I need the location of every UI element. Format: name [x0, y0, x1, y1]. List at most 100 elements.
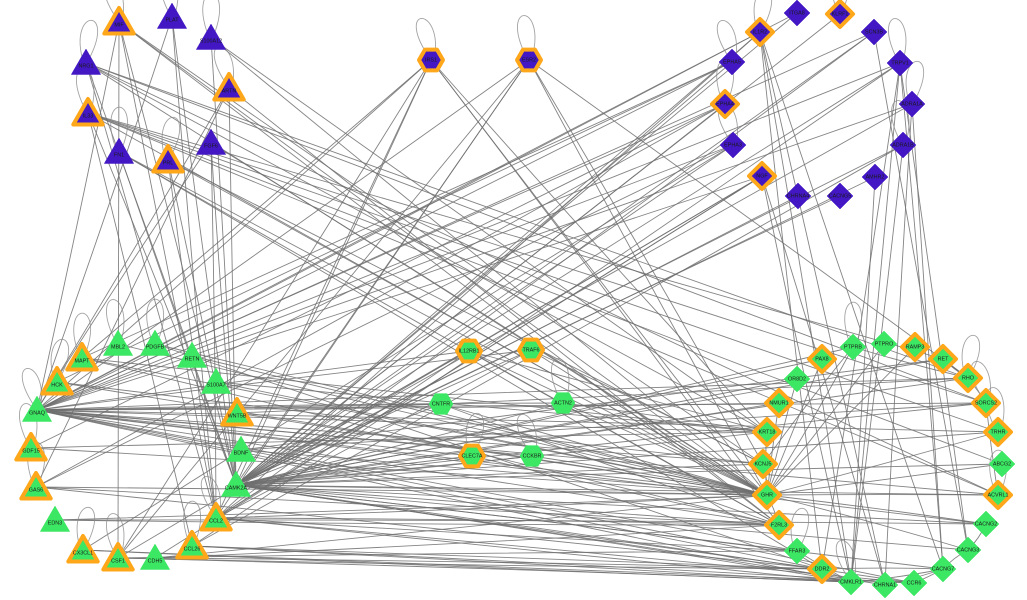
node-shape-diamond[interactable]: [718, 48, 746, 76]
graph-node[interactable]: F2RL3: [764, 510, 794, 540]
graph-node[interactable]: TRPV1: [886, 49, 914, 77]
graph-node[interactable]: KLRF1: [825, 0, 855, 29]
node-shape-hexagon[interactable]: [455, 338, 483, 364]
node-shape-hexagon[interactable]: [519, 445, 545, 467]
graph-node[interactable]: OR8D2: [783, 365, 811, 393]
node-shape-triangle[interactable]: [40, 505, 70, 532]
graph-node[interactable]: PLAT: [157, 2, 187, 29]
node-shape-hexagon[interactable]: [515, 47, 543, 73]
node-shape-diamond[interactable]: [928, 344, 958, 374]
node-shape-triangle[interactable]: [177, 341, 207, 368]
graph-node[interactable]: MIF: [102, 6, 136, 36]
node-shape-diamond[interactable]: [764, 388, 794, 418]
node-shape-triangle[interactable]: [101, 542, 135, 572]
graph-node[interactable]: ACVRL1: [983, 480, 1013, 510]
graph-node[interactable]: SCN3B: [860, 18, 888, 46]
node-shape-diamond[interactable]: [747, 161, 777, 191]
node-shape-diamond[interactable]: [988, 450, 1016, 478]
graph-node[interactable]: CHRNA4: [784, 182, 812, 210]
graph-node[interactable]: CCL2: [199, 502, 233, 532]
graph-node[interactable]: HCK: [40, 366, 74, 396]
graph-node[interactable]: ACTN2: [550, 392, 576, 414]
node-shape-diamond[interactable]: [745, 17, 775, 47]
graph-node[interactable]: RHO: [953, 363, 983, 393]
node-shape-diamond[interactable]: [748, 449, 778, 479]
node-shape-triangle[interactable]: [14, 432, 48, 462]
node-shape-diamond[interactable]: [752, 417, 782, 447]
node-shape-triangle[interactable]: [196, 23, 226, 50]
node-shape-triangle[interactable]: [201, 367, 231, 394]
node-shape-diamond[interactable]: [861, 163, 889, 191]
node-shape-triangle[interactable]: [22, 395, 52, 422]
node-shape-diamond[interactable]: [710, 89, 740, 119]
node-shape-diamond[interactable]: [929, 555, 957, 583]
node-shape-triangle[interactable]: [66, 534, 100, 564]
node-shape-diamond[interactable]: [860, 18, 888, 46]
node-shape-triangle[interactable]: [71, 97, 105, 127]
graph-node[interactable]: GAS6: [19, 471, 53, 501]
nodes-layer[interactable]: MIFPLATS100A12NRG1ARTNIL33FGF6FN1PRLIRS1…: [14, 0, 1016, 599]
graph-node[interactable]: IRS1: [417, 47, 445, 73]
node-shape-triangle[interactable]: [199, 502, 233, 532]
graph-node[interactable]: CCL26: [175, 530, 209, 560]
node-shape-triangle[interactable]: [40, 366, 74, 396]
node-shape-hexagon[interactable]: [428, 393, 454, 415]
graph-node[interactable]: S100A7: [201, 367, 231, 394]
graph-node[interactable]: PAX8: [807, 344, 837, 374]
graph-node[interactable]: CACNG3: [954, 536, 982, 564]
graph-node[interactable]: CSF1: [101, 542, 135, 572]
graph-node[interactable]: FFAR3: [783, 537, 811, 565]
node-shape-diamond[interactable]: [807, 554, 837, 584]
node-shape-triangle[interactable]: [19, 471, 53, 501]
graph-node[interactable]: CACNG2: [972, 510, 1000, 538]
node-shape-diamond[interactable]: [783, 537, 811, 565]
graph-node[interactable]: IL12RB1: [455, 338, 483, 364]
node-shape-hexagon[interactable]: [550, 392, 576, 414]
node-shape-hexagon[interactable]: [458, 443, 486, 469]
node-shape-diamond[interactable]: [783, 0, 811, 27]
graph-node[interactable]: PRL: [151, 144, 185, 174]
graph-node[interactable]: CCR6: [900, 569, 928, 597]
node-shape-diamond[interactable]: [898, 90, 926, 118]
graph-node[interactable]: FGF6: [196, 128, 226, 155]
node-shape-diamond[interactable]: [954, 536, 982, 564]
node-shape-hexagon[interactable]: [517, 337, 545, 363]
graph-node[interactable]: ARTN: [212, 72, 246, 102]
node-shape-diamond[interactable]: [972, 510, 1000, 538]
node-shape-diamond[interactable]: [752, 480, 782, 510]
node-shape-triangle[interactable]: [102, 6, 136, 36]
graph-node[interactable]: EPHA5: [718, 48, 746, 76]
node-shape-diamond[interactable]: [871, 571, 899, 599]
node-shape-triangle[interactable]: [140, 329, 170, 356]
node-shape-triangle[interactable]: [226, 435, 256, 462]
graph-node[interactable]: ADRA1B: [889, 131, 917, 159]
graph-node[interactable]: GDF15: [14, 432, 48, 462]
node-shape-triangle[interactable]: [140, 543, 170, 570]
graph-node[interactable]: NGF: [747, 161, 777, 191]
node-shape-triangle[interactable]: [104, 137, 134, 164]
node-shape-triangle[interactable]: [157, 2, 187, 29]
node-shape-triangle[interactable]: [71, 48, 101, 75]
node-shape-triangle[interactable]: [196, 128, 226, 155]
node-shape-diamond[interactable]: [764, 510, 794, 540]
graph-node[interactable]: EPHA3: [719, 131, 747, 159]
graph-node[interactable]: RET: [928, 344, 958, 374]
node-shape-diamond[interactable]: [826, 182, 854, 210]
graph-node[interactable]: NRG1: [71, 48, 101, 75]
node-shape-diamond[interactable]: [825, 0, 855, 29]
node-shape-diamond[interactable]: [870, 330, 898, 358]
graph-node[interactable]: TRHR: [983, 417, 1013, 447]
graph-node[interactable]: CX3CL1: [66, 534, 100, 564]
node-shape-diamond[interactable]: [784, 182, 812, 210]
graph-node[interactable]: ESR2: [515, 47, 543, 73]
node-shape-diamond[interactable]: [889, 131, 917, 159]
node-shape-triangle[interactable]: [220, 397, 254, 427]
graph-node[interactable]: CLEC7A: [458, 443, 486, 469]
node-shape-diamond[interactable]: [886, 49, 914, 77]
node-shape-diamond[interactable]: [983, 480, 1013, 510]
node-shape-diamond[interactable]: [900, 569, 928, 597]
node-shape-triangle[interactable]: [212, 72, 246, 102]
graph-node[interactable]: ITGA8: [783, 0, 811, 27]
node-shape-hexagon[interactable]: [417, 47, 445, 73]
